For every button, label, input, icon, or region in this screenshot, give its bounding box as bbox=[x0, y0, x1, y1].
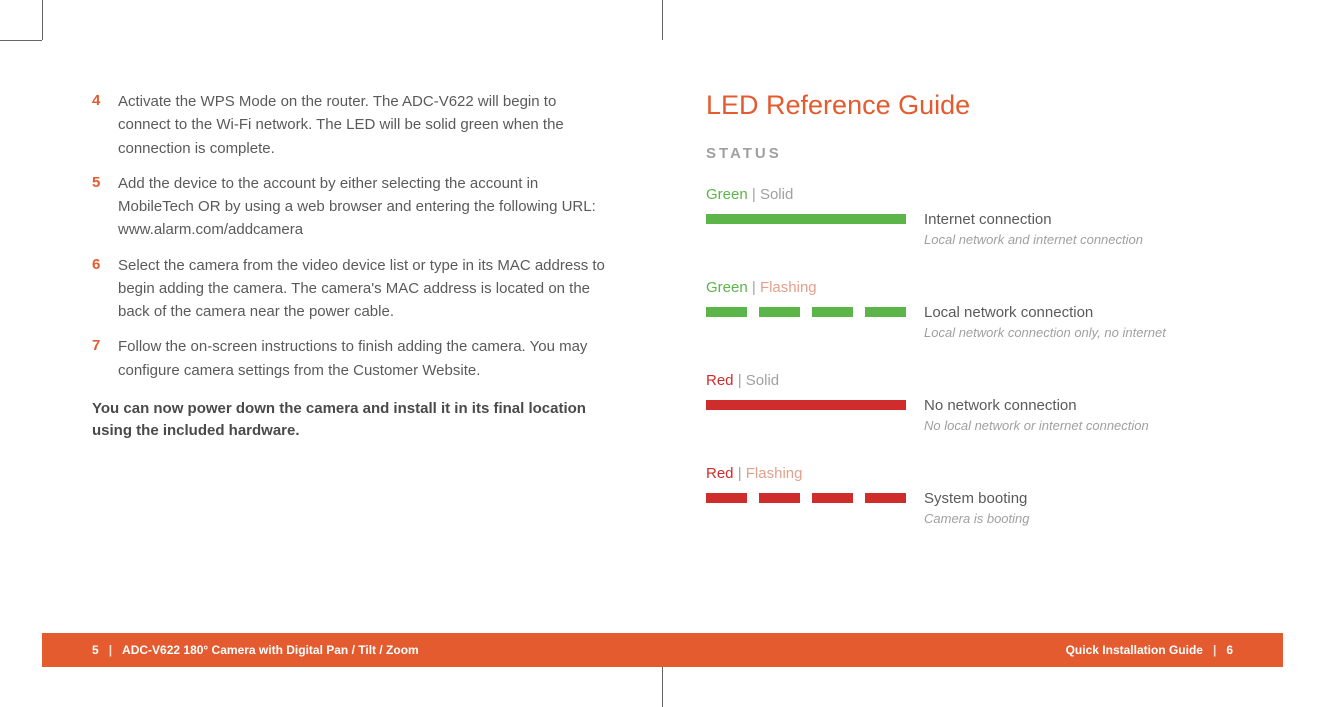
footer-separator: | bbox=[109, 643, 112, 657]
crop-mark bbox=[662, 0, 663, 40]
step-text: Activate the WPS Mode on the router. The… bbox=[118, 90, 612, 160]
instruction-list: 4 Activate the WPS Mode on the router. T… bbox=[92, 90, 612, 382]
instruction-item: 4 Activate the WPS Mode on the router. T… bbox=[92, 90, 612, 160]
led-separator: | bbox=[734, 372, 746, 389]
led-description: Internet connection Local network and int… bbox=[924, 211, 1143, 247]
led-bar-segment bbox=[706, 307, 747, 317]
led-entry: Red | Solid No network connection No local… bbox=[706, 372, 1226, 433]
led-bar-flashing bbox=[706, 493, 906, 503]
step-number: 6 bbox=[92, 254, 118, 324]
led-desc-title: No network connection bbox=[924, 397, 1149, 414]
step-text: Follow the on-screen instructions to fin… bbox=[118, 335, 612, 382]
led-bar-segment bbox=[706, 493, 747, 503]
step-text: Select the camera from the video device … bbox=[118, 254, 612, 324]
led-color-name: Red bbox=[706, 372, 734, 389]
led-separator: | bbox=[748, 186, 760, 203]
led-desc-title: Internet connection bbox=[924, 211, 1143, 228]
led-bar-segment bbox=[759, 493, 800, 503]
section-title: LED Reference Guide bbox=[706, 90, 1226, 121]
led-separator: | bbox=[734, 465, 746, 482]
led-label: Red | Flashing bbox=[706, 465, 1226, 482]
page-right: LED Reference Guide STATUS Green | Solid… bbox=[662, 40, 1282, 667]
led-bar bbox=[706, 211, 906, 224]
footer-left: 5 | ADC-V622 180° Camera with Digital Pa… bbox=[92, 643, 419, 657]
led-row: Local network connection Local network co… bbox=[706, 304, 1226, 340]
footer-title-left: ADC-V622 180° Camera with Digital Pan / … bbox=[122, 643, 419, 657]
status-label: STATUS bbox=[706, 145, 1226, 162]
step-number: 5 bbox=[92, 172, 118, 242]
led-state-name: Solid bbox=[760, 186, 793, 203]
crop-mark bbox=[42, 0, 43, 40]
led-description: No network connection No local network or… bbox=[924, 397, 1149, 433]
footer-page-number-left: 5 bbox=[92, 643, 99, 657]
led-desc-sub: Local network and internet connection bbox=[924, 232, 1143, 247]
crop-mark bbox=[662, 667, 663, 707]
led-desc-title: System booting bbox=[924, 490, 1030, 507]
led-state-name: Solid bbox=[746, 372, 779, 389]
instruction-item: 7 Follow the on-screen instructions to f… bbox=[92, 335, 612, 382]
led-bar-segment bbox=[865, 307, 906, 317]
led-description: Local network connection Local network co… bbox=[924, 304, 1166, 340]
led-bar-segment bbox=[812, 493, 853, 503]
conclusion-text: You can now power down the camera and in… bbox=[92, 398, 612, 443]
footer-separator: | bbox=[1213, 643, 1216, 657]
led-color-name: Red bbox=[706, 465, 734, 482]
footer-bar: 5 | ADC-V622 180° Camera with Digital Pa… bbox=[42, 633, 1283, 667]
spread-container: 4 Activate the WPS Mode on the router. T… bbox=[42, 40, 1325, 667]
led-desc-title: Local network connection bbox=[924, 304, 1166, 321]
led-desc-sub: No local network or internet connection bbox=[924, 418, 1149, 433]
footer-title-right: Quick Installation Guide bbox=[1066, 643, 1203, 657]
led-row: Internet connection Local network and int… bbox=[706, 211, 1226, 247]
led-entries: Green | Solid Internet connection Local ne… bbox=[706, 186, 1226, 526]
step-number: 7 bbox=[92, 335, 118, 382]
crop-mark bbox=[0, 40, 42, 41]
footer-right: Quick Installation Guide | 6 bbox=[1066, 643, 1233, 657]
led-label: Green | Flashing bbox=[706, 279, 1226, 296]
led-bar bbox=[706, 490, 906, 503]
led-entry: Green | Solid Internet connection Local ne… bbox=[706, 186, 1226, 247]
led-description: System booting Camera is booting bbox=[924, 490, 1030, 526]
led-color-name: Green bbox=[706, 279, 748, 296]
led-row: System booting Camera is booting bbox=[706, 490, 1226, 526]
instruction-item: 6 Select the camera from the video devic… bbox=[92, 254, 612, 324]
led-label: Green | Solid bbox=[706, 186, 1226, 203]
page-left: 4 Activate the WPS Mode on the router. T… bbox=[42, 40, 662, 667]
step-text: Add the device to the account by either … bbox=[118, 172, 612, 242]
led-entry: Green | Flashing Local network connection… bbox=[706, 279, 1226, 340]
led-bar bbox=[706, 304, 906, 317]
led-state-name: Flashing bbox=[746, 465, 803, 482]
led-bar-solid bbox=[706, 214, 906, 224]
led-row: No network connection No local network or… bbox=[706, 397, 1226, 433]
instruction-item: 5 Add the device to the account by eithe… bbox=[92, 172, 612, 242]
led-bar-segment bbox=[759, 307, 800, 317]
led-label: Red | Solid bbox=[706, 372, 1226, 389]
led-separator: | bbox=[748, 279, 760, 296]
led-desc-sub: Local network connection only, no intern… bbox=[924, 325, 1166, 340]
led-bar-flashing bbox=[706, 307, 906, 317]
led-bar-solid bbox=[706, 400, 906, 410]
led-bar-segment bbox=[812, 307, 853, 317]
led-state-name: Flashing bbox=[760, 279, 817, 296]
step-number: 4 bbox=[92, 90, 118, 160]
led-color-name: Green bbox=[706, 186, 748, 203]
led-entry: Red | Flashing System booting Camera is bo… bbox=[706, 465, 1226, 526]
led-desc-sub: Camera is booting bbox=[924, 511, 1030, 526]
led-bar bbox=[706, 397, 906, 410]
footer-page-number-right: 6 bbox=[1226, 643, 1233, 657]
led-bar-segment bbox=[865, 493, 906, 503]
